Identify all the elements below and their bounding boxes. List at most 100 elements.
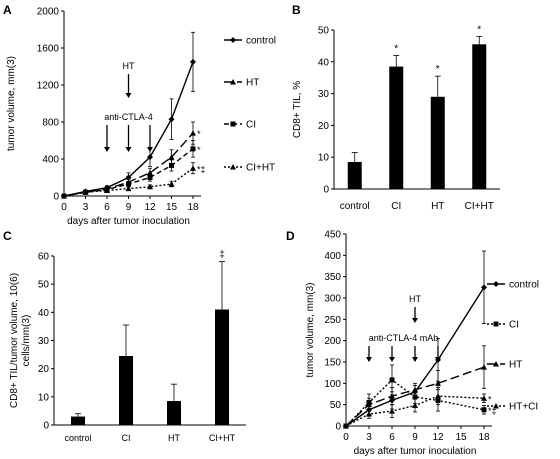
- data-point: [147, 154, 153, 161]
- legend-label: HT+CI: [509, 402, 538, 413]
- category-label: HT: [431, 201, 444, 212]
- data-point: [104, 187, 110, 193]
- panel-d-tumor-growth-chart: 0 50 100 150 200 250 300 350 400 450 0 3 6 9 12 15 18day…: [305, 230, 539, 458]
- category-label: control: [340, 201, 370, 212]
- series-line: [345, 395, 485, 427]
- data-point: [366, 401, 372, 408]
- y-tick-label: 800: [42, 118, 59, 129]
- anti-ctla4-arrow-head: [366, 357, 372, 362]
- x-tick-label: 9: [412, 432, 418, 443]
- legend-marker: [493, 361, 499, 367]
- legend-label: HT: [246, 78, 259, 89]
- panel-b-cd8-til-bar-chart: 0 10 20 30 40 50 control * CI * HT * CI+HT CD8+ TIL, …: [292, 24, 500, 212]
- y-tick-label: 1200: [37, 81, 60, 92]
- bar-control: [347, 161, 362, 189]
- x-tick-label: 6: [389, 432, 395, 443]
- y-tick-label: 50: [330, 400, 342, 411]
- y-tick-label: 300: [324, 294, 341, 305]
- x-tick-label: 12: [144, 202, 156, 213]
- x-tick-label: 3: [366, 432, 372, 443]
- x-tick-label: 18: [478, 432, 490, 443]
- data-point: [147, 175, 153, 180]
- legend-label: HT: [509, 360, 522, 371]
- data-point: [389, 408, 395, 414]
- bar-ci: [389, 66, 404, 189]
- data-point: [481, 364, 487, 370]
- panel-a-tumor-growth-chart: 0 400 800 1200 1600 2000 0 3 6 9 12 15 18 days after …: [6, 7, 276, 228]
- data-point: [389, 393, 395, 399]
- legend-label: CI+HT: [246, 163, 275, 174]
- significance-mark: *: [488, 394, 492, 404]
- data-point: [125, 185, 132, 192]
- y-tick-label: 20: [38, 364, 50, 375]
- significance-mark: *: [394, 43, 398, 54]
- anti-ctla4-arrow-head: [125, 147, 132, 152]
- anti-ctla4-annotation: anti-CTLA-4: [104, 112, 153, 122]
- series-line: [345, 379, 485, 427]
- legend-marker: [493, 281, 499, 287]
- anti-ctla4-arrow-head: [412, 357, 418, 362]
- y-tick-label: 450: [324, 230, 341, 241]
- x-tick-label: 9: [126, 202, 132, 213]
- y-tick-label: 150: [324, 358, 341, 369]
- x-tick-label: 12: [432, 432, 444, 443]
- y-tick-label: 250: [324, 315, 341, 326]
- data-point: [481, 284, 487, 291]
- category-label: CI+HT: [209, 433, 236, 443]
- data-point: [481, 407, 487, 413]
- significance-mark: *‡: [488, 406, 497, 416]
- x-tick-label: 18: [187, 202, 199, 213]
- significance-mark: *‡: [197, 164, 206, 174]
- category-label: CI+HT: [465, 201, 494, 212]
- y-tick-label: 0: [335, 422, 341, 433]
- legend-marker: [230, 121, 236, 127]
- y-tick-label: 400: [42, 155, 59, 166]
- bar-ci: [119, 355, 133, 425]
- anti-ctla4-arrow-head: [389, 357, 395, 362]
- legend-label: control: [509, 280, 539, 291]
- x-tick-label: 0: [343, 432, 349, 443]
- data-point: [190, 58, 196, 65]
- data-point: [168, 154, 175, 160]
- y-tick-label: 50: [38, 280, 50, 291]
- category-label: CI: [122, 433, 131, 443]
- x-tick-label: 3: [83, 202, 89, 213]
- bar-ht: [167, 401, 181, 425]
- legend-label: control: [246, 36, 276, 47]
- panel-c-cd8-per-volume-bar-chart: 0 10 20 30 40 50 60 control CI HT ‡ CI+HT CD8+ TIL/t…: [9, 250, 246, 443]
- y-tick-label: 20: [318, 121, 330, 132]
- y-tick-label: 1600: [37, 44, 60, 55]
- y-tick-label: 100: [324, 379, 341, 390]
- y-axis-label-line: CD8+ TIL/tumor volume, 10(6): [9, 273, 20, 408]
- y-tick-label: 10: [38, 392, 50, 403]
- data-point: [435, 380, 441, 386]
- x-axis-label: days after tumor inoculation: [354, 446, 477, 457]
- data-point: [126, 181, 131, 187]
- y-tick-label: 30: [318, 89, 330, 100]
- data-point: [389, 377, 395, 383]
- category-label: control: [64, 433, 91, 443]
- legend-marker: [493, 403, 499, 409]
- data-point: [190, 130, 196, 136]
- y-tick-label: 0: [323, 185, 329, 196]
- data-point: [82, 189, 89, 195]
- y-tick-label: 40: [318, 57, 330, 68]
- series-line: [345, 286, 485, 427]
- series-line: [345, 366, 485, 427]
- y-axis-label: tumor volume, mm(3): [305, 282, 316, 377]
- anti-ctla4-arrow-head: [435, 357, 441, 362]
- ht-arrow-head: [125, 93, 132, 98]
- data-point: [147, 183, 153, 190]
- data-point: [412, 386, 418, 393]
- data-point: [61, 193, 67, 199]
- y-axis-label: tumor volume, mm(3): [6, 56, 17, 151]
- y-tick-label: 200: [324, 336, 341, 347]
- data-point: [481, 395, 487, 401]
- y-tick-label: 60: [38, 252, 50, 263]
- anti-ctla4-arrow-head: [104, 147, 110, 152]
- y-tick-label: 350: [324, 272, 341, 283]
- x-tick-label: 15: [455, 432, 467, 443]
- y-tick-label: 2000: [37, 7, 60, 18]
- y-tick-label: 10: [318, 153, 330, 164]
